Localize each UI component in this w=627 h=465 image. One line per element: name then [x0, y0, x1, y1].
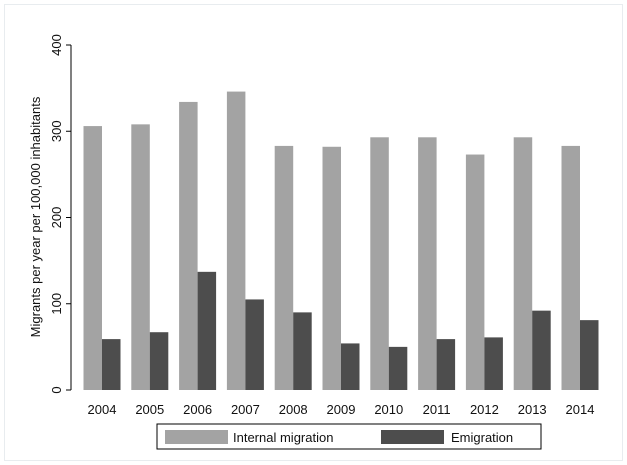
bar-internal-migration	[465, 154, 485, 390]
bar-internal-migration	[274, 145, 294, 390]
bar-emigration	[341, 343, 360, 390]
bar-emigration	[102, 339, 121, 390]
y-axis-title: Migrants per year per 100,000 inhabitant…	[28, 96, 43, 337]
x-tick-label: 2005	[135, 402, 164, 417]
x-tick-label: 2009	[327, 402, 356, 417]
bar-emigration	[532, 310, 551, 390]
legend: Internal migration Emigration	[156, 423, 542, 450]
bar-emigration	[436, 339, 456, 390]
bar-internal-migration	[322, 146, 341, 390]
legend-label-internal-migration: Internal migration	[233, 430, 333, 445]
bar-emigration	[149, 332, 169, 390]
x-tick-label: 2004	[88, 402, 117, 417]
legend-label-emigration: Emigration	[451, 430, 513, 445]
bar-internal-migration	[179, 101, 198, 391]
bar-internal-migration	[561, 145, 580, 390]
bar-emigration	[388, 346, 408, 390]
x-tick-label: 2007	[231, 402, 260, 417]
x-tick-label: 2006	[183, 402, 212, 417]
bar-internal-migration	[131, 124, 150, 390]
x-tick-label: 2013	[518, 402, 547, 417]
bar-emigration	[197, 271, 217, 390]
x-tick-label: 2014	[566, 402, 595, 417]
legend-box	[156, 423, 542, 450]
legend-swatch-internal-migration	[165, 430, 228, 444]
bar-internal-migration	[83, 126, 102, 390]
bar-emigration	[245, 299, 264, 390]
y-tick-label: 400	[49, 34, 64, 56]
x-tick-label: 2011	[423, 402, 451, 417]
bar-emigration	[484, 337, 503, 390]
y-tick-label: 100	[49, 293, 64, 315]
plot-area: 0 100 200 300 400 2004 2005 2006 2007 2008 2009 201…	[49, 34, 599, 417]
bar-internal-migration	[513, 137, 533, 390]
x-tick-label: 2012	[470, 402, 499, 417]
y-tick-label: 300	[49, 120, 64, 142]
bar-emigration	[293, 312, 312, 390]
x-tick-label: 2008	[279, 402, 308, 417]
legend-swatch-emigration	[381, 430, 444, 444]
bar-internal-migration	[226, 91, 246, 390]
x-tick-label: 2010	[374, 402, 403, 417]
bar-emigration	[580, 320, 599, 390]
bar-internal-migration	[370, 137, 389, 390]
bar-internal-migration	[418, 137, 437, 390]
y-tick-label: 0	[49, 386, 64, 393]
y-tick-label: 200	[49, 207, 64, 229]
